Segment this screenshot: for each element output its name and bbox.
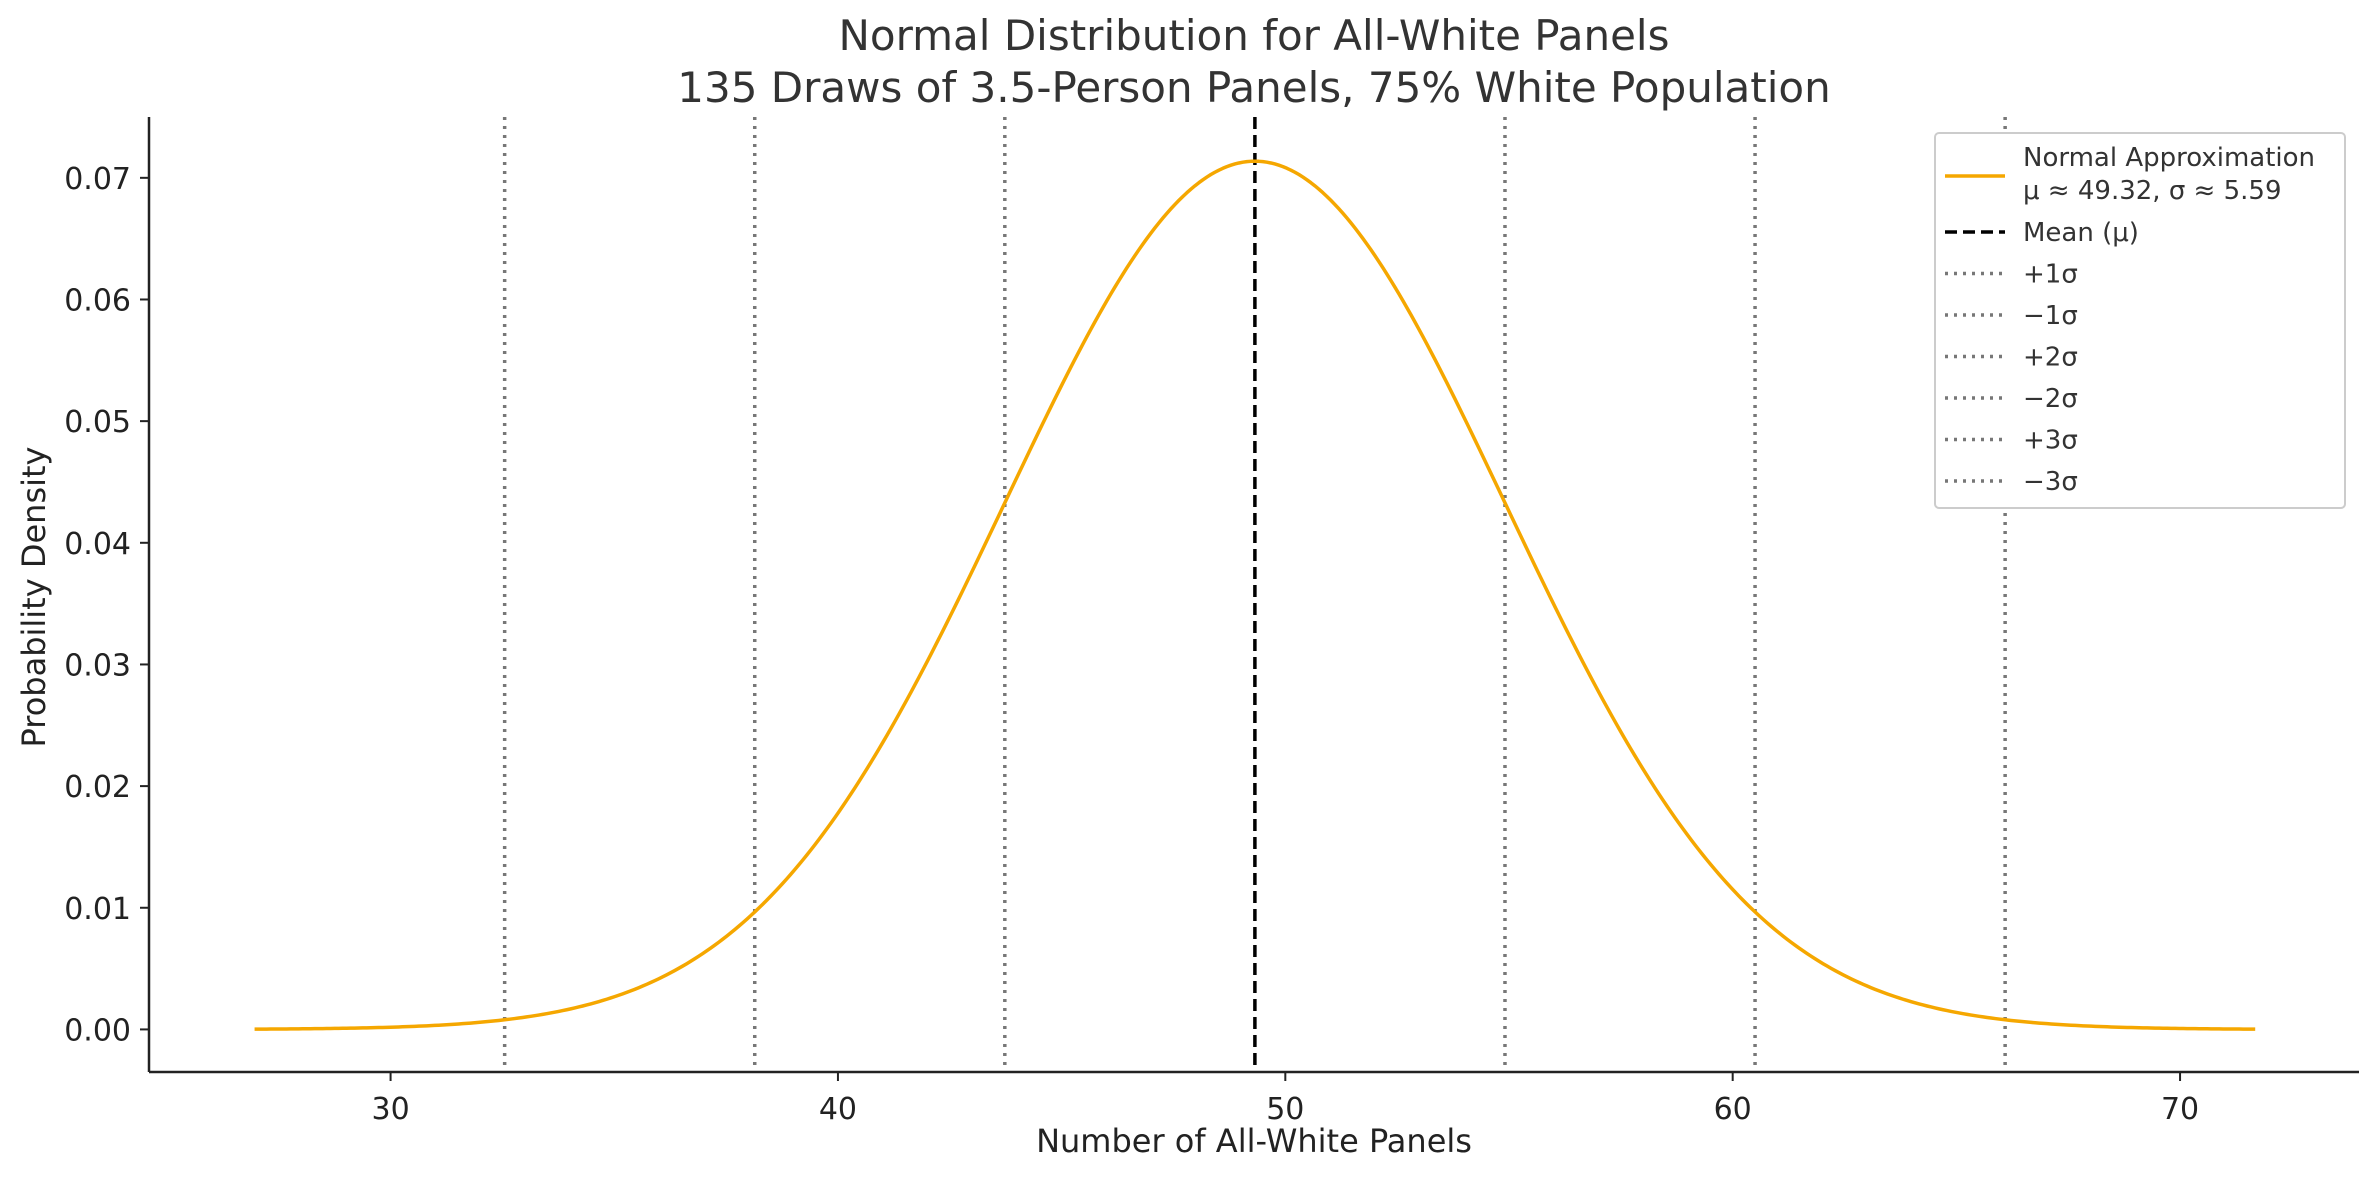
y-tick-label: 0.07 <box>64 162 131 197</box>
legend-label-4: −2σ <box>2023 384 2078 414</box>
x-axis-ticks: 30 40 50 60 70 <box>371 1072 2199 1127</box>
legend-label-curve: Normal Approximation <box>2023 143 2315 173</box>
legend-frame <box>1934 132 2346 509</box>
x-tick-label: 50 <box>1266 1092 1304 1127</box>
y-tick-label: 0.03 <box>64 648 131 683</box>
y-tick-label: 0.06 <box>64 283 131 318</box>
legend-label-2: −1σ <box>2023 301 2078 331</box>
reference-lines <box>502 117 2007 1072</box>
x-axis-label: Number of All-White Panels <box>1036 1122 1472 1160</box>
y-tick-label: 0.05 <box>64 405 131 440</box>
curve-layer <box>254 159 2256 1031</box>
y-tick-label: 0.02 <box>64 770 131 805</box>
legend-label-6: −3σ <box>2023 467 2078 497</box>
y-tick-label: 0.00 <box>64 1013 131 1048</box>
y-axis-ticks: 0.00 0.01 0.02 0.03 0.04 0.05 0.06 0.07 <box>64 162 149 1048</box>
legend-label-3: +2σ <box>2023 343 2078 373</box>
legend-label-curve-params: μ ≈ 49.32, σ ≈ 5.59 <box>2023 176 2282 206</box>
legend-label-5: +3σ <box>2023 426 2078 456</box>
chart-title: Normal Distribution for All-White Panels <box>839 11 1670 60</box>
x-tick-label: 60 <box>1714 1092 1752 1127</box>
y-tick-label: 0.04 <box>64 527 131 562</box>
chart-subtitle: 135 Draws of 3.5-Person Panels, 75% Whit… <box>677 63 1830 112</box>
x-tick-label: 30 <box>371 1092 409 1127</box>
y-axis-label: Probability Density <box>15 447 53 748</box>
normal-curve-line <box>254 159 2256 1031</box>
legend-label-0: Mean (μ) <box>2023 218 2139 248</box>
x-tick-label: 70 <box>2161 1092 2199 1127</box>
legend-label-1: +1σ <box>2023 260 2078 290</box>
y-tick-label: 0.01 <box>64 892 131 927</box>
x-tick-label: 40 <box>819 1092 857 1127</box>
